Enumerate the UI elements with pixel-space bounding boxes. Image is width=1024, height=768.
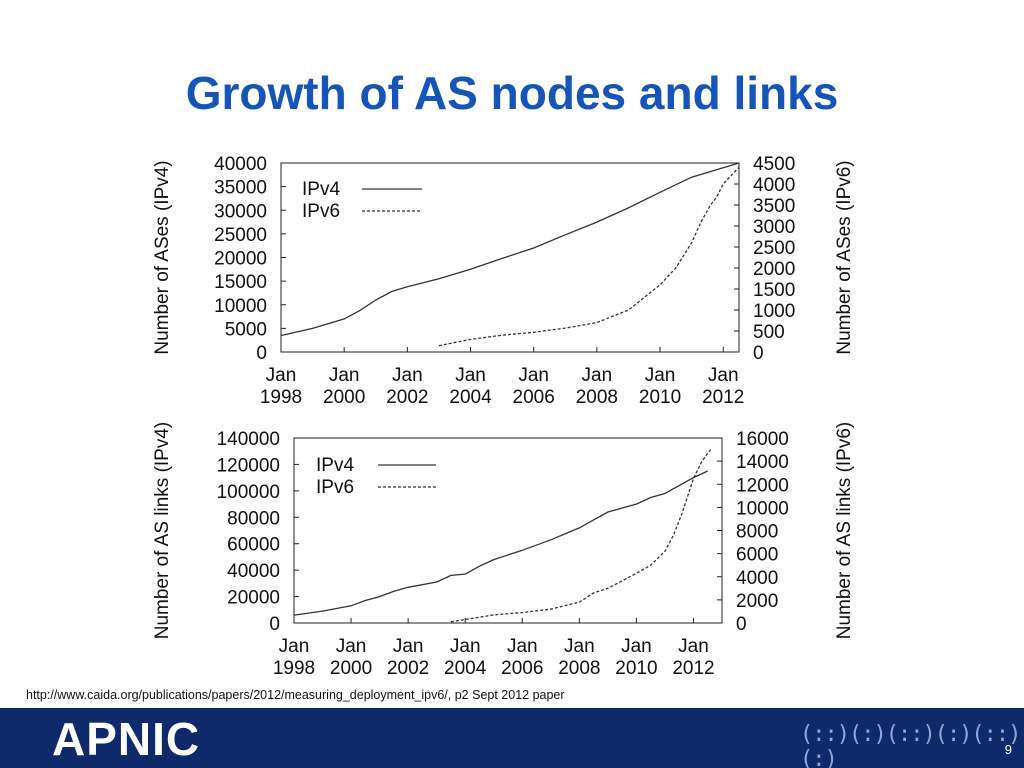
nodes-y2-tick-label: 0 [753, 343, 764, 364]
links-y2-tick-label: 0 [736, 614, 747, 635]
nodes-y-tick-label: 35000 [214, 178, 267, 199]
links-legend-label-ipv4: IPv4 [316, 455, 354, 476]
links-x-tick-year: 2012 [672, 658, 714, 679]
footer-bar: APNIC (::)(:)(::)(:)(::)(:) 9 [0, 708, 1024, 768]
links-plot-frame [293, 437, 723, 624]
nodes-y2-tick-label: 2500 [753, 238, 795, 259]
links-y-tick-label: 120000 [217, 455, 280, 476]
nodes-y2-tick-label: 4500 [753, 154, 795, 175]
nodes-legend-label-ipv6: IPv6 [302, 201, 340, 222]
nodes-x-tick-month: Jan [392, 365, 423, 386]
nodes-x-tick-month: Jan [455, 365, 486, 386]
nodes-y2-tick-label: 1000 [753, 301, 795, 322]
as-nodes-chart: 0500010000150002000025000300003500040000… [152, 154, 855, 408]
links-x-tick-year: 2008 [558, 658, 600, 679]
slide-title: Growth of AS nodes and links [185, 67, 839, 119]
page-number: 9 [1004, 742, 1012, 757]
nodes-y-tick-label: 25000 [214, 225, 267, 246]
nodes-y2-axis-label: Number of ASes (IPv6) [834, 160, 855, 354]
links-y2-tick-label: 4000 [736, 568, 778, 589]
links-x-tick-month: Jan [279, 636, 310, 657]
links-y-tick-label: 0 [269, 614, 280, 635]
nodes-x-tick-year: 2012 [702, 387, 744, 408]
nodes-y-tick-label: 15000 [214, 272, 267, 293]
links-y-tick-label: 140000 [217, 429, 280, 450]
nodes-plot-frame [280, 162, 740, 353]
links-x-tick-year: 2000 [330, 658, 372, 679]
ipv6-pattern-icon: (::)(:)(::)(:)(::)(:) [800, 722, 1021, 768]
links-y2-tick-label: 16000 [736, 429, 789, 450]
links-x-tick-month: Jan [564, 636, 595, 657]
links-x-tick-year: 2002 [387, 658, 429, 679]
links-x-tick-year: 2006 [501, 658, 543, 679]
nodes-y-axis-label: Number of ASes (IPv4) [152, 160, 173, 354]
nodes-x-tick-month: Jan [645, 365, 676, 386]
links-y2-axis-label: Number of AS links (IPv6) [834, 422, 855, 640]
nodes-y-tick-label: 5000 [225, 319, 267, 340]
nodes-y2-tick-label: 4000 [753, 175, 795, 196]
links-x-tick-month: Jan [450, 636, 481, 657]
nodes-x-tick-month: Jan [582, 365, 613, 386]
nodes-x-tick-month: Jan [329, 365, 360, 386]
links-x-tick-month: Jan [336, 636, 367, 657]
nodes-x-tick-month: Jan [518, 365, 549, 386]
nodes-y2-tick-label: 500 [753, 322, 785, 343]
nodes-y-tick-label: 10000 [214, 296, 267, 317]
nodes-y2-tick-label: 1500 [753, 280, 795, 301]
nodes-y-tick-label: 20000 [214, 249, 267, 270]
links-legend-label-ipv6: IPv6 [316, 477, 354, 498]
links-x-tick-year: 1998 [273, 658, 315, 679]
nodes-y-tick-label: 30000 [214, 201, 267, 222]
links-y-tick-label: 100000 [217, 482, 280, 503]
nodes-y-tick-label: 40000 [214, 154, 267, 175]
links-y2-tick-label: 10000 [736, 498, 789, 519]
links-series-ipv6 [450, 449, 712, 623]
nodes-y-tick-label: 0 [256, 343, 267, 364]
links-series-ipv4 [293, 470, 708, 616]
nodes-x-tick-year: 2008 [576, 387, 618, 408]
links-y2-tick-label: 14000 [736, 452, 789, 473]
apnic-logo: APNIC [52, 713, 201, 765]
links-y2-tick-label: 2000 [736, 591, 778, 612]
nodes-x-tick-year: 2002 [386, 387, 428, 408]
nodes-x-tick-year: 1998 [260, 387, 302, 408]
nodes-x-tick-year: 2010 [639, 387, 681, 408]
links-x-tick-year: 2004 [444, 658, 487, 679]
links-y-tick-label: 60000 [227, 535, 280, 556]
nodes-x-tick-year: 2000 [323, 387, 365, 408]
nodes-y2-tick-label: 3500 [753, 196, 795, 217]
links-x-tick-month: Jan [621, 636, 652, 657]
nodes-x-tick-month: Jan [708, 365, 739, 386]
links-x-tick-month: Jan [507, 636, 538, 657]
links-x-tick-year: 2010 [615, 658, 657, 679]
links-y-tick-label: 80000 [227, 508, 280, 529]
nodes-x-tick-year: 2004 [449, 387, 492, 408]
links-y2-tick-label: 6000 [736, 545, 778, 566]
links-x-tick-month: Jan [393, 636, 424, 657]
links-y2-tick-label: 12000 [736, 475, 789, 496]
links-y-tick-label: 40000 [227, 561, 280, 582]
links-x-tick-month: Jan [678, 636, 709, 657]
nodes-x-tick-month: Jan [266, 365, 297, 386]
nodes-y2-tick-label: 2000 [753, 259, 795, 280]
nodes-series-ipv4 [280, 162, 740, 337]
nodes-y2-tick-label: 3000 [753, 217, 795, 238]
links-y2-tick-label: 8000 [736, 522, 778, 543]
links-y-axis-label: Number of AS links (IPv4) [152, 422, 173, 640]
as-links-chart: 0 20000 40000 60000 80000 100000 120000 140000 0… [152, 422, 855, 679]
nodes-x-tick-year: 2006 [513, 387, 555, 408]
source-note: http://www.caida.org/publications/papers… [26, 688, 565, 702]
nodes-legend-label-ipv4: IPv4 [302, 179, 340, 200]
links-y-tick-label: 20000 [227, 588, 280, 609]
nodes-series-ipv6 [438, 166, 740, 347]
